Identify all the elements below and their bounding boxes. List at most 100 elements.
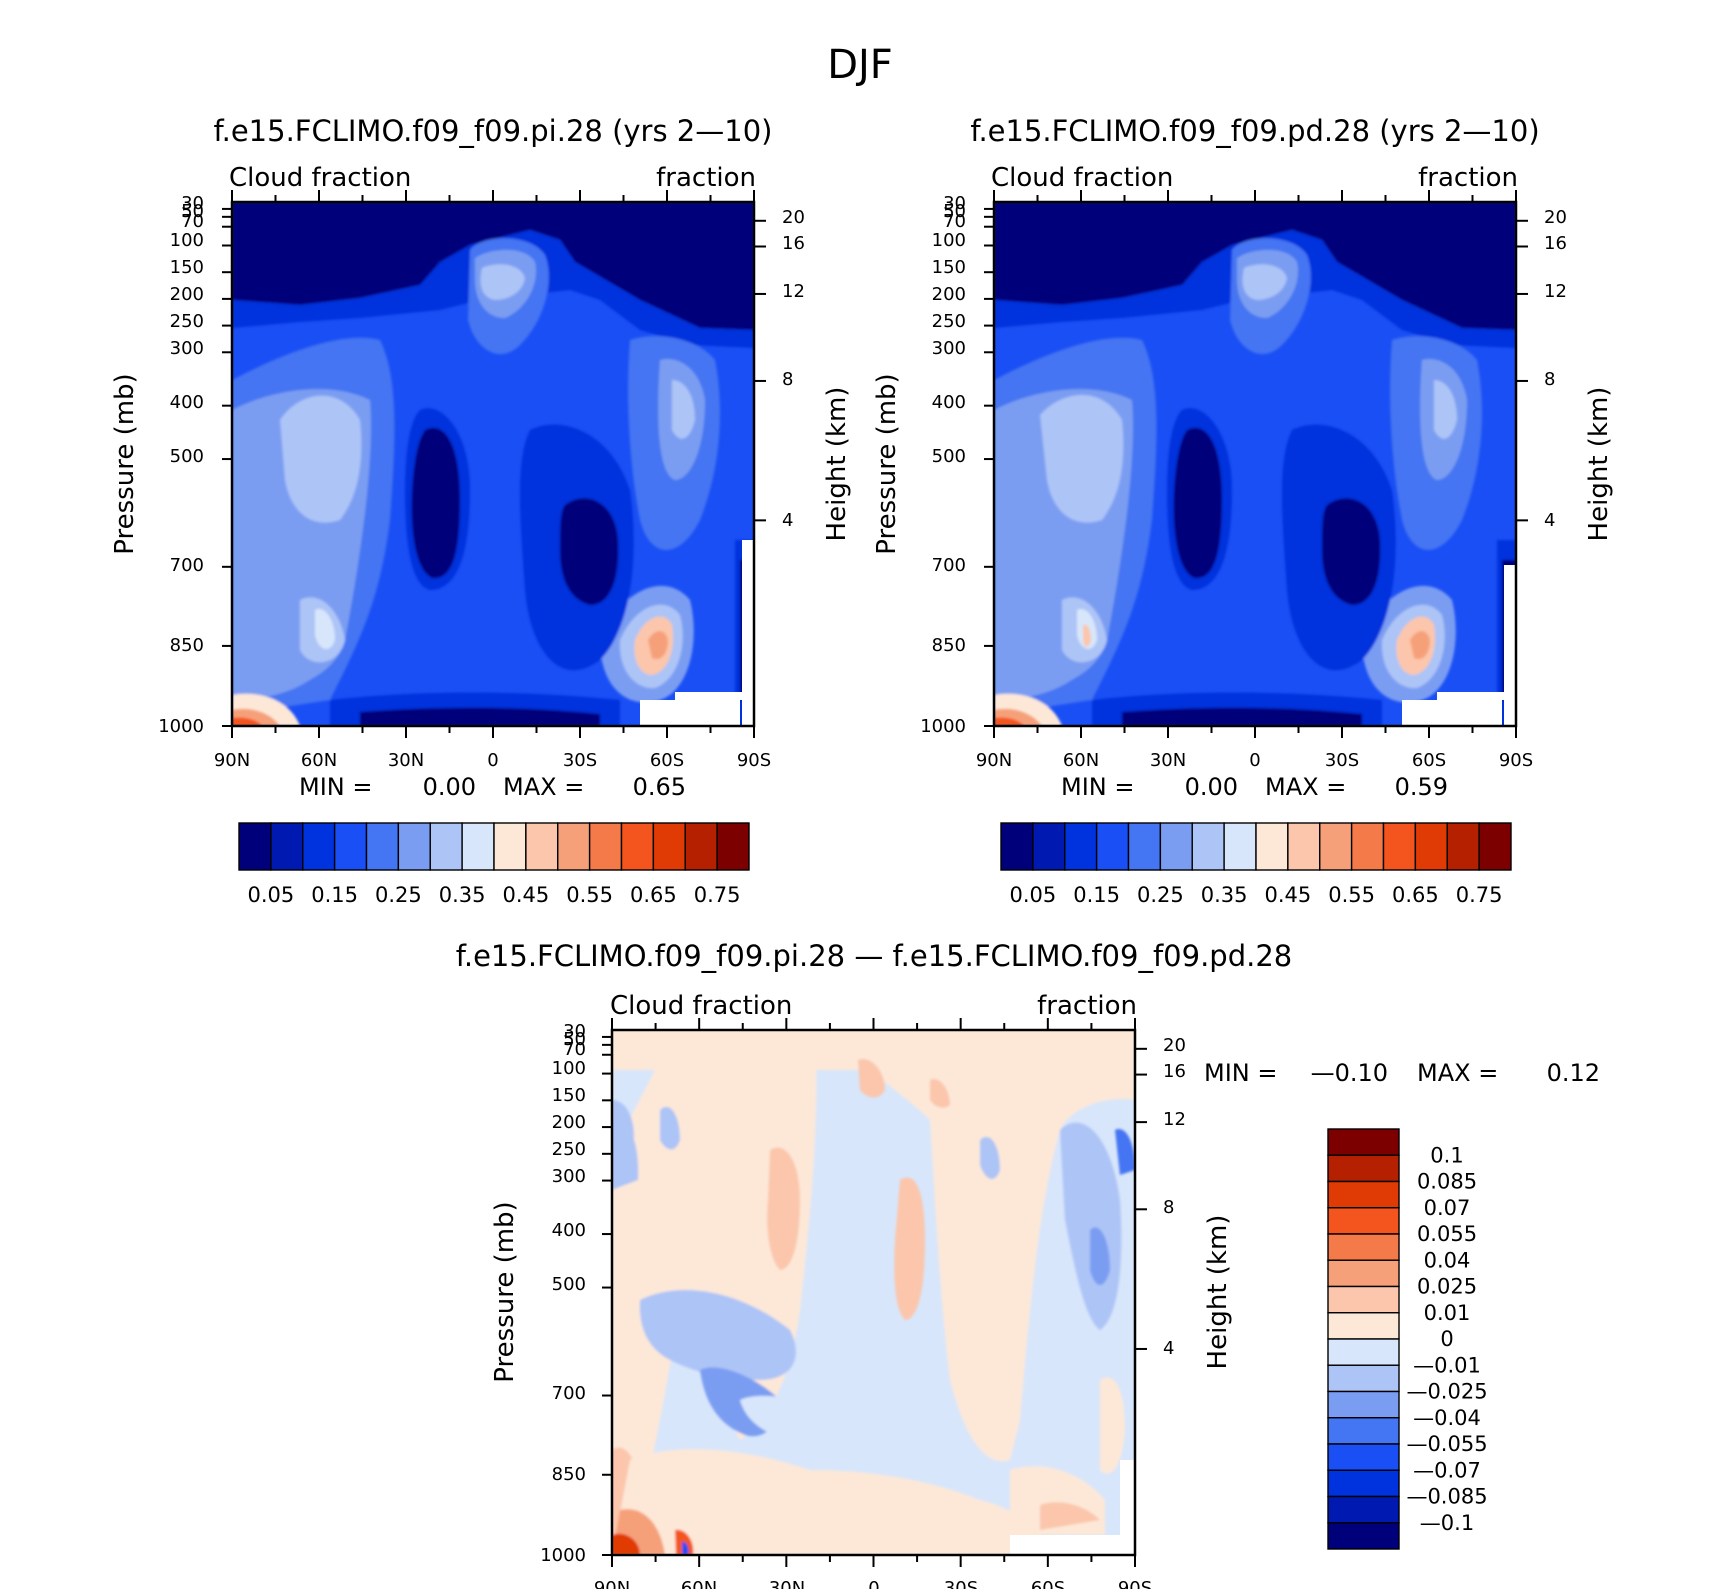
max-value: 0.59: [1395, 773, 1448, 801]
panel-pd-y-right-axis-label: Height (km): [1584, 387, 1614, 542]
x-tick-label: 90N: [976, 750, 1012, 771]
colorbar-label: —0.01: [1413, 1353, 1481, 1377]
max-label: MAX =: [503, 773, 584, 801]
y-right-tick-label: 8: [1163, 1197, 1174, 1218]
y-tick-label: 250: [170, 311, 204, 332]
y-tick-label: 200: [170, 284, 204, 305]
min-value: —0.10: [1311, 1059, 1388, 1087]
colorbar-label: 0.65: [1392, 883, 1439, 907]
panel-diff-y-axis-label: Pressure (mb): [490, 1201, 520, 1382]
y-tick-label: 1000: [540, 1545, 586, 1566]
panel-diff-contour-field: [612, 1030, 1135, 1555]
panel-pi-colorbar: [238, 822, 750, 871]
y-tick-label: 400: [170, 392, 204, 413]
colorbar-swatch: [588, 822, 623, 871]
colorbar-swatch: [1191, 822, 1225, 871]
panel-pi-title: f.e15.FCLIMO.f09_f09.pi.28 (yrs 2—10): [214, 114, 773, 148]
colorbar-swatch: [365, 822, 400, 871]
colorbar-label: 0.75: [1456, 883, 1503, 907]
colorbar-label: 0.25: [375, 883, 422, 907]
y-tick-label: 400: [932, 392, 966, 413]
min-label: MIN =: [299, 773, 372, 801]
colorbar-swatch: [1064, 822, 1098, 871]
y-right-tick-label: 12: [1163, 1109, 1186, 1130]
max-value: 0.65: [633, 773, 686, 801]
min-value: 0.00: [423, 773, 476, 801]
panel-pi-stats: MIN = 0.00 MAX = 0.65: [299, 773, 686, 801]
y-tick-label: 300: [552, 1166, 586, 1187]
colorbar-swatch: [1327, 1154, 1400, 1183]
y-right-tick-label: 20: [1544, 207, 1567, 228]
colorbar-label: 0.01: [1424, 1301, 1471, 1325]
colorbar-swatch: [1327, 1522, 1400, 1550]
colorbar-label: —0.025: [1406, 1380, 1487, 1404]
panel-diff-title: f.e15.FCLIMO.f09_f09.pi.28 — f.e15.FCLIM…: [456, 939, 1292, 973]
colorbar-label: 0.05: [247, 883, 294, 907]
x-tick-label: 30S: [944, 1578, 978, 1589]
colorbar-swatch: [1350, 822, 1385, 871]
y-tick-label: 850: [552, 1464, 586, 1485]
colorbar-swatch: [1327, 1443, 1400, 1471]
colorbar-swatch: [1414, 822, 1448, 871]
y-right-tick-label: 12: [1544, 281, 1567, 302]
panel-pi: f.e15.FCLIMO.f09_f09.pi.28 (yrs 2—10) Cl…: [110, 114, 852, 907]
min-value: 0.00: [1185, 773, 1238, 801]
colorbar-label: 0.15: [1073, 883, 1120, 907]
colorbar-label: 0.65: [630, 883, 677, 907]
y-tick-label: 150: [170, 257, 204, 278]
y-tick-label: 50: [181, 201, 204, 222]
y-tick-label: 150: [932, 257, 966, 278]
y-right-tick-label: 16: [1163, 1061, 1186, 1082]
max-label: MAX =: [1265, 773, 1346, 801]
colorbar-label: —0.085: [1406, 1485, 1487, 1509]
y-right-tick-label: 4: [1544, 510, 1555, 531]
y-right-tick-label: 20: [1163, 1035, 1186, 1056]
y-right-tick-label: 16: [1544, 233, 1567, 254]
figure-title: DJF: [827, 42, 893, 88]
x-tick-label: 30S: [1325, 750, 1359, 771]
panel-pd-subtitle-right: fraction: [1418, 163, 1518, 193]
colorbar-label: 0.055: [1417, 1222, 1477, 1246]
x-tick-label: 30S: [563, 750, 597, 771]
colorbar-swatch: [1327, 1285, 1400, 1314]
min-label: MIN =: [1204, 1059, 1277, 1087]
y-tick-label: 30: [563, 1021, 586, 1042]
panel-pd-title: f.e15.FCLIMO.f09_f09.pd.28 (yrs 2—10): [970, 114, 1539, 148]
colorbar-swatch: [1159, 822, 1193, 871]
x-tick-label: 30N: [769, 1578, 805, 1589]
colorbar-label: 0.55: [566, 883, 613, 907]
colorbar-label: 0.1: [1430, 1143, 1463, 1167]
y-tick-label: 1000: [920, 716, 966, 737]
colorbar-label: —0.07: [1413, 1458, 1481, 1482]
x-tick-label: 60S: [1412, 750, 1446, 771]
colorbar-swatch: [302, 822, 336, 871]
colorbar-swatch: [1319, 822, 1353, 871]
y-tick-label: 700: [170, 555, 204, 576]
x-tick-label: 90S: [1499, 750, 1533, 771]
colorbar-swatch: [1327, 1312, 1400, 1340]
x-tick-label: 60N: [681, 1578, 717, 1589]
colorbar-swatch: [1032, 822, 1066, 871]
max-label: MAX =: [1417, 1059, 1498, 1087]
y-right-tick-label: 12: [782, 281, 805, 302]
colorbar-swatch: [1446, 822, 1480, 871]
y-tick-label: 300: [932, 338, 966, 359]
colorbar-swatch: [333, 822, 368, 871]
panel-diff-x-ticks: 90N 60N 30N 0 30S 60S 90S: [594, 1578, 1152, 1593]
panel-diff-y-right-ticks: 20 16 12 8 4: [1163, 1035, 1186, 1359]
panel-pi-subtitle-left: Cloud fraction: [229, 163, 411, 193]
colorbar-label: 0.07: [1424, 1196, 1471, 1220]
colorbar-swatch: [1327, 1180, 1400, 1209]
colorbar-swatch: [1127, 822, 1162, 871]
panel-diff-y-ticks: 30 50 70 100 150 200 250 300 400 500 700…: [540, 1021, 586, 1566]
y-tick-label: 1000: [158, 716, 204, 737]
x-tick-label: 30N: [1150, 750, 1186, 771]
colorbar-swatch: [1327, 1233, 1400, 1261]
y-tick-label: 200: [552, 1112, 586, 1133]
panel-pd: f.e15.FCLIMO.f09_f09.pd.28 (yrs 2—10) Cl…: [872, 114, 1614, 907]
colorbar-swatch: [1255, 822, 1289, 871]
colorbar-label: 0.55: [1328, 883, 1375, 907]
x-tick-label: 60N: [301, 750, 337, 771]
